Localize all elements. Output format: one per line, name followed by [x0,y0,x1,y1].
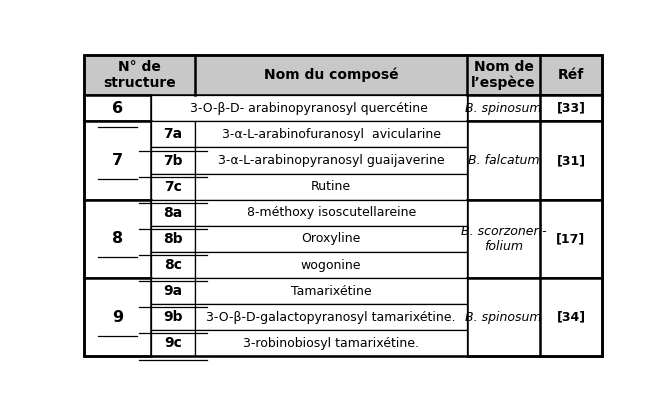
Text: 3-α-L-arabinofuranosyl  avicularine: 3-α-L-arabinofuranosyl avicularine [221,128,441,141]
Bar [468,121,602,200]
Bar [151,147,195,174]
Text: 9a: 9a [163,284,183,298]
Text: 7c: 7c [164,180,182,194]
Bar [540,95,602,121]
Bar [151,252,195,278]
Bar [151,200,195,226]
Text: Oroxyline: Oroxyline [302,232,361,245]
Bar [195,174,468,200]
Text: N° de
structure: N° de structure [103,60,176,90]
Text: 6: 6 [112,101,123,116]
Text: 3-O-β-D-galactopyranosyl tamarixétine.: 3-O-β-D-galactopyranosyl tamarixétine. [207,311,456,324]
Bar [195,304,468,330]
Bar [151,174,195,200]
Bar [468,278,602,356]
Text: B. spinosum: B. spinosum [466,311,542,324]
Text: B. spinosum: B. spinosum [466,102,542,115]
Bar [151,95,467,121]
Bar [84,278,151,356]
Bar [195,252,468,278]
Bar [468,95,602,121]
Text: 3-α-L-arabinopyranosyl guaijaverine: 3-α-L-arabinopyranosyl guaijaverine [218,154,444,167]
Bar [151,121,195,147]
Bar [195,330,468,356]
Bar [84,200,151,278]
Text: 7b: 7b [163,154,183,168]
Text: Rutine: Rutine [311,180,351,193]
Bar [151,226,195,252]
Text: 9c: 9c [164,337,182,350]
Text: Nom du composé: Nom du composé [264,68,399,82]
Bar [468,200,602,278]
Bar [151,330,195,356]
Text: Tamarixétine: Tamarixétine [291,285,371,298]
Text: 8c: 8c [164,258,182,272]
Text: 8a: 8a [163,206,183,220]
Text: 9b: 9b [163,310,183,324]
Text: 3-O-β-D- arabinopyranosyl quercétine: 3-O-β-D- arabinopyranosyl quercétine [190,102,428,115]
Text: [17]: [17] [557,232,585,245]
Text: 7: 7 [112,153,123,168]
Bar [195,200,468,226]
Bar [195,226,468,252]
Bar [84,55,602,95]
Bar [195,278,468,304]
Text: [31]: [31] [557,154,585,167]
Text: B. falcatum: B. falcatum [468,154,539,167]
Text: 8: 8 [112,231,123,246]
Text: wogonine: wogonine [301,259,361,271]
Bar [84,121,151,200]
Text: Nom de
l’espèce: Nom de l’espèce [471,59,536,90]
Bar [151,278,195,304]
Bar [540,278,602,356]
Text: 9: 9 [112,310,123,325]
Bar [540,121,602,200]
Text: 8b: 8b [163,232,183,246]
Text: Réf: Réf [558,68,584,82]
Text: [33]: [33] [557,102,585,115]
Text: 3-robinobiosyl tamarixétine.: 3-robinobiosyl tamarixétine. [244,337,419,350]
Text: 7a: 7a [163,127,183,141]
Bar [540,200,602,278]
Bar [84,95,151,121]
Bar [195,121,468,147]
Bar [151,304,195,330]
Text: 8-méthoxy isoscutellareine: 8-méthoxy isoscutellareine [247,206,416,219]
Text: B. scorzoneri-
folium: B. scorzoneri- folium [461,225,547,253]
Bar [195,147,468,174]
Text: [34]: [34] [557,311,585,324]
